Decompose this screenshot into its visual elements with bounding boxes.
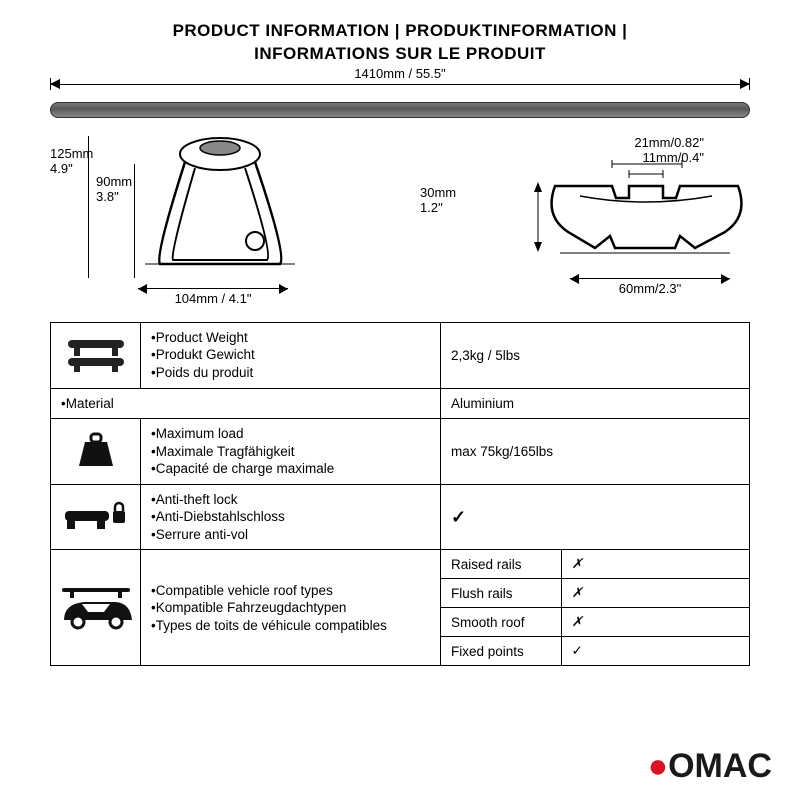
title-line-1: PRODUCT INFORMATION | PRODUKTINFORMATION… xyxy=(173,21,628,40)
spec-row-weight: •Product Weight •Produkt Gewicht •Poids … xyxy=(51,322,750,388)
roof-opt-0-key: Raised rails xyxy=(441,550,561,579)
material-value: Aluminium xyxy=(441,388,750,419)
foot-inner-height-in: 3.8" xyxy=(96,189,119,204)
spec-row-lock: •Anti-theft lock •Anti-Diebstahlschloss … xyxy=(51,484,750,550)
profile-svg xyxy=(520,158,750,278)
profile-diagram: 21mm/0.82" 11mm/0.4" 30mm 1.2" xyxy=(420,136,750,306)
brand-logo: ●OMAC xyxy=(648,747,772,786)
roof-opt-1-val: ✗ xyxy=(561,579,749,608)
title-line-2: INFORMATIONS SUR LE PRODUIT xyxy=(50,43,750,66)
weight-icon xyxy=(51,322,141,388)
brand-dot-icon: ● xyxy=(648,747,669,785)
profile-width-label: 60mm/2.3" xyxy=(619,281,681,296)
roof-opt-2-key: Smooth roof xyxy=(441,608,561,637)
foot-inner-height-mm: 90mm xyxy=(96,174,132,189)
load-label-de: •Maximale Tragfähigkeit xyxy=(151,443,430,461)
bar-length-label: 1410mm / 55.5" xyxy=(330,66,470,81)
load-icon xyxy=(51,419,141,485)
profile-height-mm: 30mm xyxy=(420,185,456,200)
spec-row-material: •Material Aluminium xyxy=(51,388,750,419)
roof-label-en: •Compatible vehicle roof types xyxy=(151,582,430,600)
weight-value: 2,3kg / 5lbs xyxy=(441,322,750,388)
foot-diagram: 125mm 4.9" 90mm 3.8" 104mm / 4.1" xyxy=(50,136,380,306)
roof-opt-3-key: Fixed points xyxy=(441,637,561,666)
lock-icon xyxy=(51,484,141,550)
vehicle-icon xyxy=(51,550,141,666)
spec-table: •Product Weight •Produkt Gewicht •Poids … xyxy=(50,322,750,666)
load-label-fr: •Capacité de charge maximale xyxy=(151,460,430,478)
lock-label-fr: •Serrure anti-vol xyxy=(151,526,430,544)
foot-outer-height-in: 4.9" xyxy=(50,161,73,176)
weight-label-fr: •Poids du produit xyxy=(151,364,430,382)
foot-width-label: 104mm / 4.1" xyxy=(175,291,252,306)
brand-text: OMAC xyxy=(668,747,772,785)
crossbar-graphic xyxy=(50,102,750,118)
roof-label-fr: •Types de toits de véhicule compatibles xyxy=(151,617,430,635)
spec-row-load: •Maximum load •Maximale Tragfähigkeit •C… xyxy=(51,419,750,485)
roof-opt-0-val: ✗ xyxy=(561,550,749,579)
lock-value: ✓ xyxy=(441,484,750,550)
page-title: PRODUCT INFORMATION | PRODUKTINFORMATION… xyxy=(50,20,750,66)
profile-slot-width: 21mm/0.82" xyxy=(634,136,704,151)
lock-label-de: •Anti-Diebstahlschloss xyxy=(151,508,430,526)
profile-height-in: 1.2" xyxy=(420,200,443,215)
roof-opt-2-val: ✗ xyxy=(561,608,749,637)
foot-svg xyxy=(145,136,295,281)
roof-opt-3-val: ✓ xyxy=(561,637,749,666)
load-value: max 75kg/165lbs xyxy=(441,419,750,485)
spec-row-roof: •Compatible vehicle roof types •Kompatib… xyxy=(51,550,750,666)
weight-label-en: •Product Weight xyxy=(151,329,430,347)
roof-opt-1-key: Flush rails xyxy=(441,579,561,608)
weight-label-de: •Produkt Gewicht xyxy=(151,346,430,364)
bar-length-dimension: 1410mm / 55.5" xyxy=(50,74,750,98)
foot-outer-height-mm: 125mm xyxy=(50,146,93,161)
lock-label-en: •Anti-theft lock xyxy=(151,491,430,509)
load-label-en: •Maximum load xyxy=(151,425,430,443)
roof-label-de: •Kompatible Fahrzeugdachtypen xyxy=(151,599,430,617)
material-label: •Material xyxy=(61,395,430,413)
